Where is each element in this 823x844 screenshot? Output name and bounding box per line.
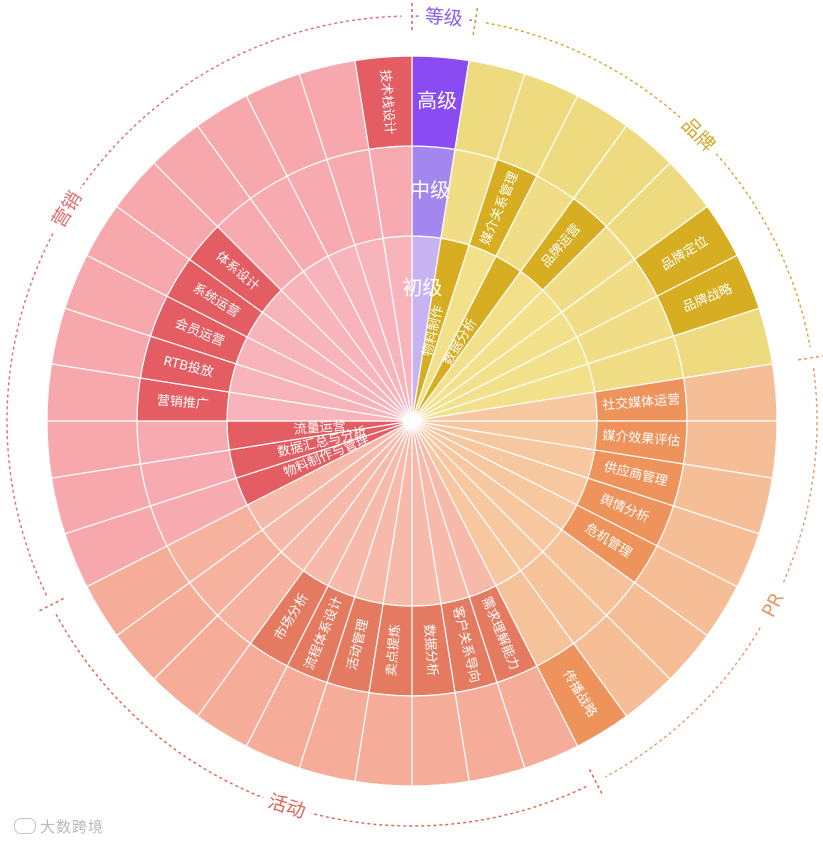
outer-arc-dengji [415,15,472,22]
segment-label-pr-1-1: 媒介效果评估 [602,429,681,450]
outer-divider-yingxiao-0 [38,597,64,612]
segments-layer [46,55,778,787]
segment-label-huodong-1-2: 数据分析 [421,624,440,677]
outer-category-huodong: 活动 [259,786,315,827]
watermark: 大数跨境 [14,816,104,837]
watermark-logo-icon [14,818,36,834]
outer-category-bg-huodong [259,786,315,827]
watermark-text: 大数跨境 [40,818,105,836]
segment-label-pr-1-0: 社交媒体运营 [602,391,681,413]
segment-label-yingxiao-2-12: 技术栈设计 [377,69,397,135]
outer-category-label-huodong: 活动 [265,790,308,823]
outer-category-dengji: 等级 [417,2,470,33]
dengji-level-label-2: 高级 [417,88,457,112]
segment-label-yingxiao-1-3: 营销推广 [156,393,209,412]
outer-category-bg-yingxiao [42,181,91,238]
outer-category-bg-pr [749,576,796,634]
segment-label-huodong-1-3: 卖点提炼 [383,624,403,677]
outer-category-pr: PR [749,576,796,634]
outer-category-pinpai: 品牌 [671,107,726,162]
outer-divider-huodong-0 [588,769,603,795]
outer-divider-pinpai-0 [472,7,479,35]
outer-category-bg-pinpai [671,107,726,162]
outer-divider-pr-0 [798,355,823,361]
dengji-level-label-0: 初级 [402,275,442,299]
yingxiao-ring3-segment-12 [354,55,413,151]
outer-category-bg-dengji [417,2,470,33]
segment-label-yingxiao-0-2: 流量运营 [293,419,346,438]
outer-category-yingxiao: 营销 [42,181,91,238]
dengji-level-label-1: 中级 [410,178,450,202]
outer-category-label-dengji: 等级 [424,5,464,30]
